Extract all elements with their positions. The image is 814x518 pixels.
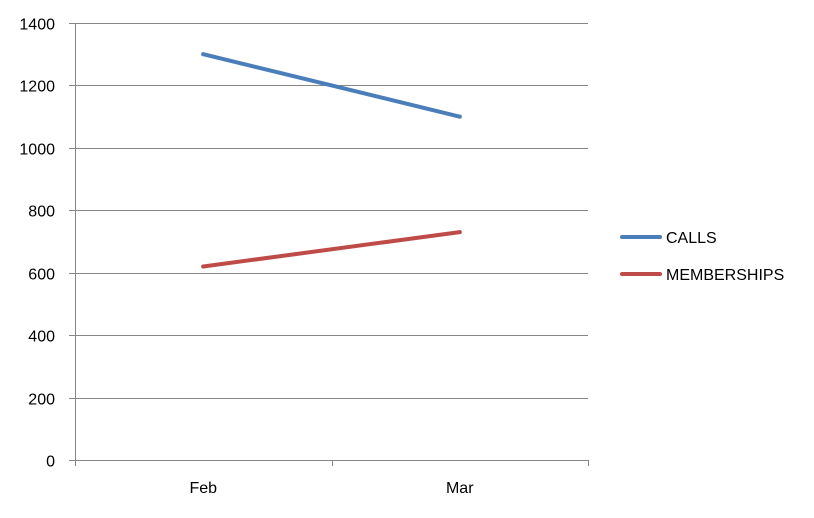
series-memberships: [201, 230, 462, 269]
series-lines: [201, 52, 462, 269]
x-tick-label: Mar: [446, 480, 474, 497]
legend-label: CALLS: [666, 230, 717, 247]
y-tick-label: 800: [28, 204, 55, 221]
y-tick-label: 1000: [19, 142, 55, 159]
series-line-segment: [201, 52, 462, 119]
series-calls: [201, 52, 462, 119]
x-tick-label: Feb: [189, 480, 217, 497]
axes: 0 200 400 600 800 1000 1200 1400 Feb Mar: [19, 17, 589, 497]
y-tick-label: 1200: [19, 79, 55, 96]
y-tick-label: 200: [28, 392, 55, 409]
y-tick-label: 1400: [19, 17, 55, 34]
data-point: [457, 230, 462, 235]
y-tick-label: 600: [28, 267, 55, 284]
data-point: [201, 52, 206, 57]
y-tick-label: 400: [28, 329, 55, 346]
data-point: [457, 114, 462, 119]
legend-label: MEMBERSHIPS: [666, 267, 784, 284]
series-line-segment: [201, 230, 462, 269]
gridlines: [75, 23, 588, 461]
legend: CALLS MEMBERSHIPS: [620, 230, 784, 284]
y-tick-label: 0: [46, 454, 55, 471]
data-point: [201, 264, 206, 269]
